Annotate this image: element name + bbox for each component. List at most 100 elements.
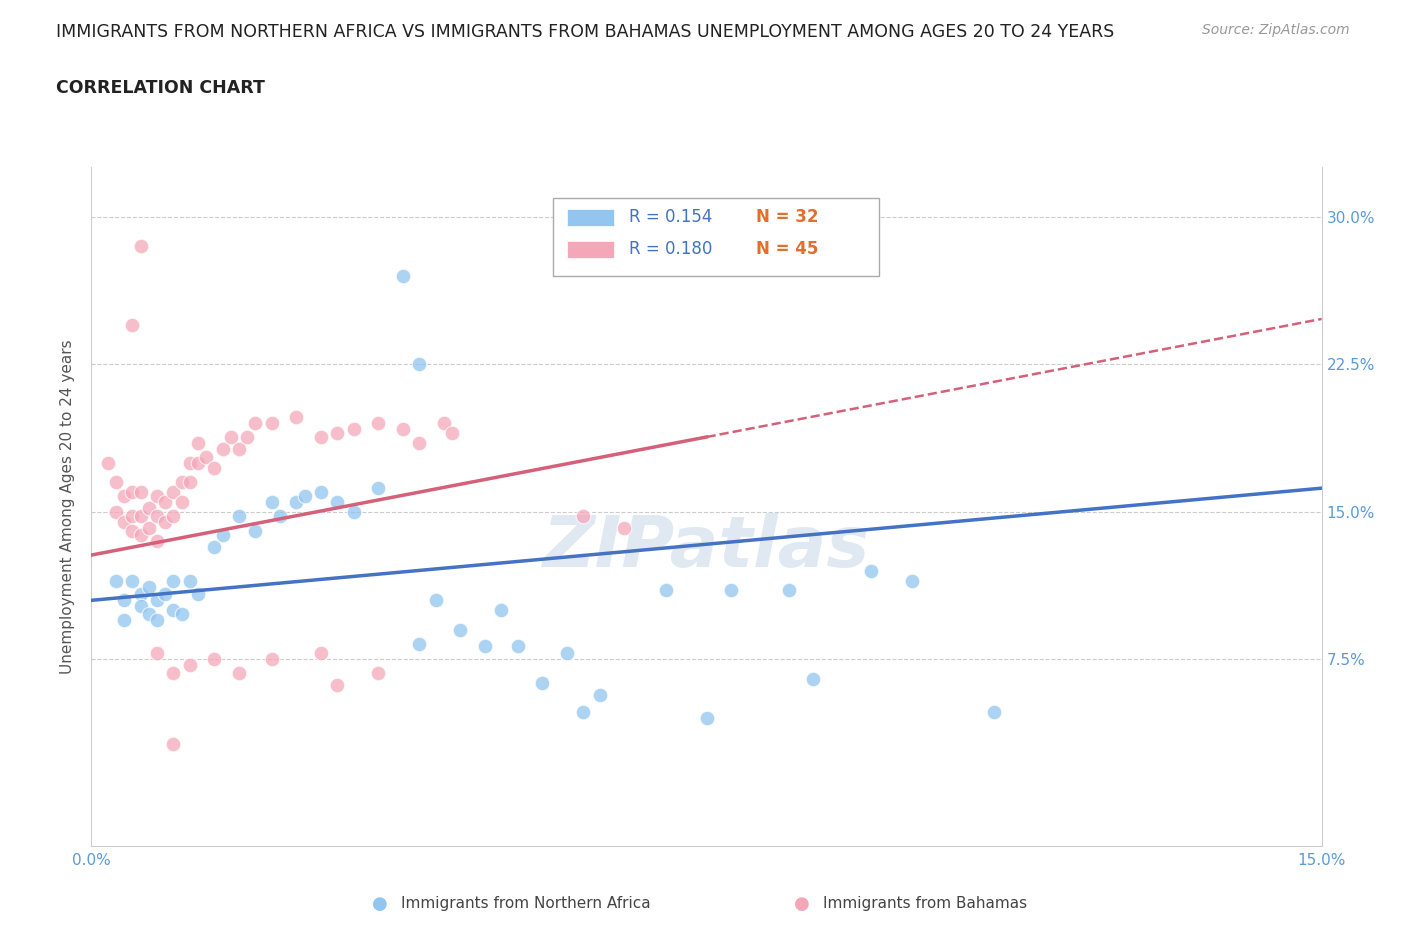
FancyBboxPatch shape (568, 241, 614, 258)
Point (202, 461, 225, 476)
Text: ●: ● (371, 895, 388, 913)
Point (326, 677, 349, 692)
Point (294, 488, 316, 503)
Point (187, 435, 209, 450)
Point (112, 593, 135, 608)
Point (162, 666, 184, 681)
FancyBboxPatch shape (568, 209, 614, 227)
Point (343, 421, 366, 436)
Point (983, 705, 1005, 720)
Text: ●: ● (793, 895, 810, 913)
Point (392, 268, 415, 283)
Point (367, 416, 389, 431)
FancyBboxPatch shape (553, 198, 879, 276)
Point (187, 455, 209, 470)
Point (392, 421, 415, 436)
Point (654, 583, 676, 598)
Point (170, 606, 193, 621)
Point (202, 652, 225, 667)
Text: Source: ZipAtlas.com: Source: ZipAtlas.com (1202, 23, 1350, 37)
Point (179, 475, 201, 490)
Point (285, 410, 308, 425)
Point (408, 357, 430, 372)
Point (269, 509, 291, 524)
Point (491, 603, 513, 618)
Point (236, 430, 259, 445)
Text: CORRELATION CHART: CORRELATION CHART (56, 79, 266, 97)
Point (245, 416, 267, 431)
Point (202, 539, 225, 554)
Point (179, 658, 201, 672)
Point (105, 475, 127, 490)
Point (187, 587, 209, 602)
Point (138, 606, 160, 621)
Point (112, 613, 135, 628)
Point (859, 564, 882, 578)
Point (720, 583, 742, 598)
Point (112, 488, 135, 503)
Point (589, 687, 612, 702)
Point (146, 646, 169, 661)
Point (531, 675, 554, 690)
Point (129, 599, 152, 614)
Point (179, 455, 201, 470)
Point (121, 485, 143, 499)
Point (153, 514, 177, 529)
Point (129, 239, 152, 254)
Point (309, 430, 332, 445)
Point (162, 485, 184, 499)
Point (121, 573, 143, 588)
Point (309, 485, 332, 499)
Point (179, 573, 201, 588)
Text: N = 45: N = 45 (756, 240, 818, 258)
Text: IMMIGRANTS FROM NORTHERN AFRICA VS IMMIGRANTS FROM BAHAMAS UNEMPLOYMENT AMONG AG: IMMIGRANTS FROM NORTHERN AFRICA VS IMMIG… (56, 23, 1115, 41)
Point (326, 495, 349, 510)
Point (367, 666, 389, 681)
Point (506, 638, 529, 653)
Point (260, 652, 283, 667)
Point (367, 481, 389, 496)
Point (121, 509, 143, 524)
Point (449, 622, 471, 637)
Point (170, 495, 193, 510)
Point (211, 442, 233, 457)
Point (170, 475, 193, 490)
Point (146, 613, 169, 628)
Point (112, 514, 135, 529)
Text: R = 0.180: R = 0.180 (628, 240, 713, 258)
Point (778, 583, 800, 598)
Point (162, 573, 184, 588)
Point (228, 509, 250, 524)
Text: Immigrants from Bahamas: Immigrants from Bahamas (823, 897, 1026, 911)
Point (900, 573, 922, 588)
Point (146, 534, 169, 549)
Text: R = 0.154: R = 0.154 (628, 208, 713, 226)
Point (162, 603, 184, 618)
Point (260, 495, 283, 510)
Point (97, 455, 120, 470)
Point (195, 449, 218, 464)
Point (138, 500, 160, 515)
Point (153, 495, 177, 510)
Point (425, 593, 447, 608)
Point (408, 435, 430, 450)
Point (228, 442, 250, 457)
Point (146, 593, 169, 608)
Point (162, 509, 184, 524)
Point (433, 416, 456, 431)
Point (211, 528, 233, 543)
Point (441, 426, 464, 441)
Point (129, 485, 152, 499)
Point (326, 426, 349, 441)
Point (309, 646, 332, 661)
Point (260, 416, 283, 431)
Point (121, 524, 143, 538)
Y-axis label: Unemployment Among Ages 20 to 24 years: Unemployment Among Ages 20 to 24 years (60, 339, 76, 674)
Point (162, 737, 184, 751)
Point (129, 587, 152, 602)
Point (105, 504, 127, 519)
Point (613, 520, 636, 535)
Point (146, 509, 169, 524)
Point (105, 573, 127, 588)
Point (245, 524, 267, 538)
